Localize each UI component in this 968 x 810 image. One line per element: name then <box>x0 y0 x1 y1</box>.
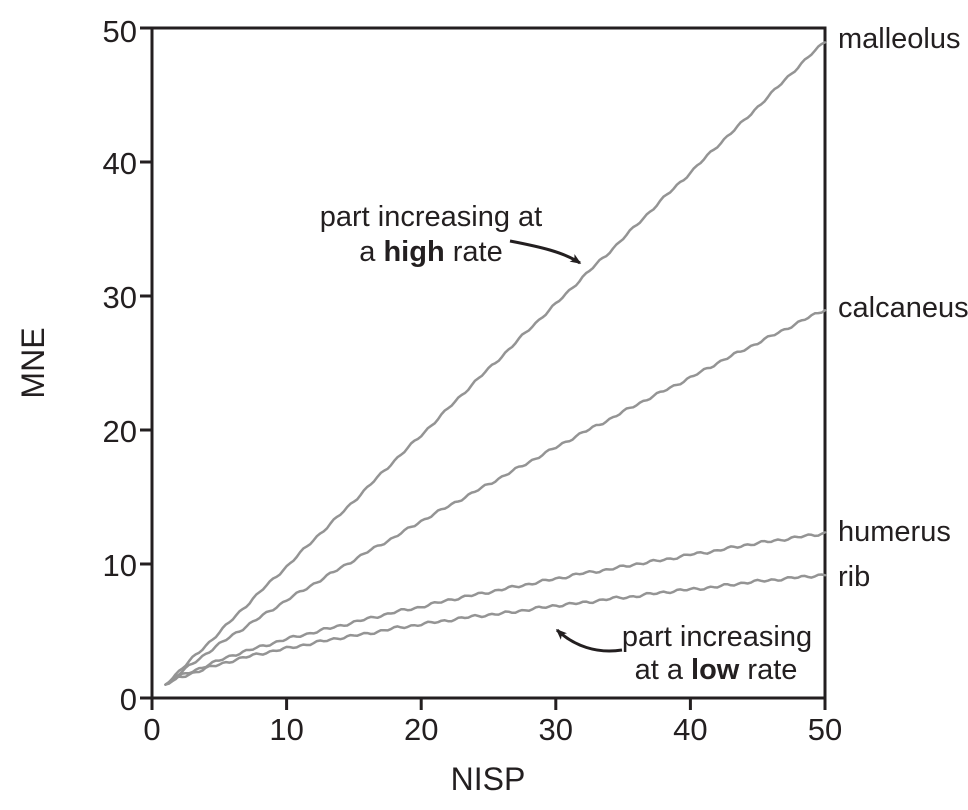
series-label-humerus: humerus <box>838 516 951 548</box>
y-tick-10: 10 <box>103 548 137 583</box>
annotation-high-rate-line2: a high rate <box>359 236 502 268</box>
x-tick-20: 20 <box>404 712 438 747</box>
series-line-malleolus <box>164 41 827 686</box>
x-tick-10: 10 <box>269 712 303 747</box>
annotation-low-rate-arrow <box>555 628 623 653</box>
series-label-calcaneus: calcaneus <box>838 292 968 324</box>
series-end-labels: malleolus calcaneus humerus rib <box>838 23 968 593</box>
series-label-malleolus: malleolus <box>838 23 961 55</box>
series-lines <box>164 41 827 686</box>
annotation-low-rate-line1: part increasing <box>622 621 812 653</box>
x-tick-0: 0 <box>143 712 160 747</box>
series-line-calcaneus <box>164 309 827 686</box>
series-line-rib <box>164 573 827 686</box>
plot-frame <box>150 26 827 700</box>
y-tick-0: 0 <box>120 682 137 717</box>
x-tick-50: 50 <box>808 712 842 747</box>
y-axis-title: MNE <box>15 327 51 398</box>
annotation-high-rate: part increasing at a high rate <box>320 201 582 268</box>
axis-tick-marks <box>140 26 827 710</box>
y-tick-30: 30 <box>103 280 137 315</box>
y-tick-40: 40 <box>103 146 137 181</box>
annotation-low-rate-line2: at a low rate <box>635 654 798 686</box>
annotation-low-rate: part increasing at a low rate <box>555 621 812 686</box>
x-axis-title: NISP <box>451 761 526 797</box>
annotation-high-rate-line1: part increasing at <box>320 201 542 233</box>
y-tick-20: 20 <box>103 414 137 449</box>
x-axis-tick-labels: 0 10 20 30 40 50 <box>143 712 842 747</box>
annotation-high-rate-arrow <box>509 239 582 265</box>
y-tick-50: 50 <box>103 14 137 49</box>
y-axis-tick-labels: 0 10 20 30 40 50 <box>103 14 137 717</box>
x-tick-40: 40 <box>673 712 707 747</box>
x-tick-30: 30 <box>539 712 573 747</box>
series-label-rib: rib <box>838 561 870 593</box>
series-line-humerus <box>164 531 827 686</box>
